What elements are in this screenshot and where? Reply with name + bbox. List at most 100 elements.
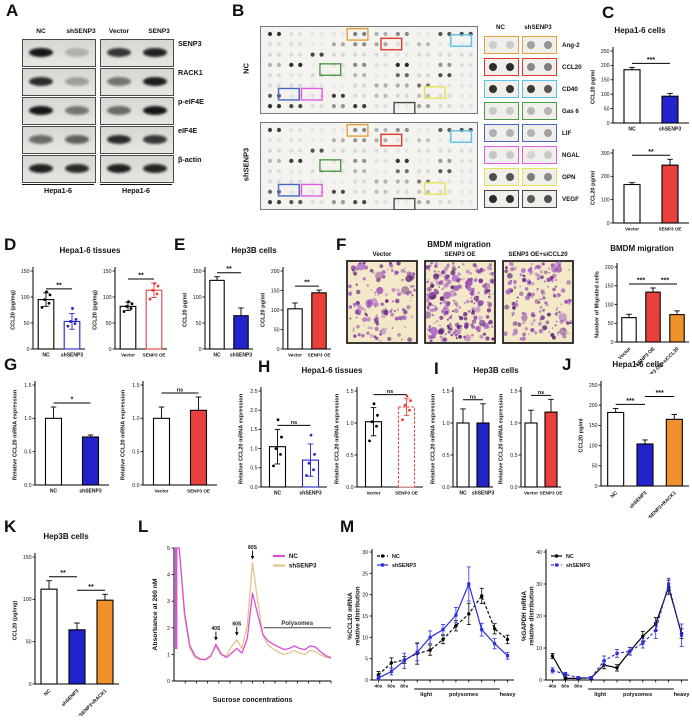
bar-chart-body: 0.0 0.5 1.0 1.5 Relative CCL20 mRNA expressi… bbox=[335, 387, 423, 496]
svg-text:***: *** bbox=[637, 278, 645, 285]
svg-text:0.5: 0.5 bbox=[346, 453, 353, 459]
chart-e-right: 0 50 100 150 200 CCL20 pg/ml Vector SENP3 OE ** bbox=[261, 267, 331, 358]
svg-text:100: 100 bbox=[605, 302, 614, 308]
highlight-box-LIF bbox=[277, 87, 300, 101]
svg-text:Polysomes: Polysomes bbox=[281, 621, 313, 627]
svg-text:0: 0 bbox=[199, 347, 202, 353]
legend-dot bbox=[505, 195, 514, 203]
blot-box bbox=[22, 39, 96, 67]
protein-label: SENP3 bbox=[178, 39, 202, 48]
svg-text:1.5: 1.5 bbox=[132, 383, 139, 389]
legend-dot bbox=[527, 173, 536, 181]
svg-text:2.5: 2.5 bbox=[250, 389, 257, 395]
svg-text:250: 250 bbox=[589, 383, 598, 389]
bar-chart-body: 0 50 100 150 200 250 CCL20 pg/ml NC shSENP3shSEN… bbox=[579, 381, 689, 518]
svg-text:30: 30 bbox=[536, 582, 542, 588]
svg-text:***: *** bbox=[626, 398, 634, 405]
legend-dot bbox=[489, 41, 498, 49]
highlight-box-NGAL bbox=[300, 183, 323, 197]
svg-text:0: 0 bbox=[607, 121, 610, 127]
svg-text:0: 0 bbox=[29, 682, 32, 688]
svg-text:1: 1 bbox=[167, 652, 170, 658]
svg-text:ns: ns bbox=[538, 390, 544, 396]
svg-text:0: 0 bbox=[109, 347, 112, 353]
svg-text:polysomes: polysomes bbox=[623, 692, 652, 698]
chart-h-left: 0.0 0.5 1.0 1.5 2.0 2.5 Relative CCL20 mRNA ex… bbox=[239, 387, 327, 497]
svg-text:shSENP3+RACK1: shSENP3+RACK1 bbox=[644, 490, 678, 518]
svg-text:0.5: 0.5 bbox=[442, 453, 449, 459]
svg-text:**: ** bbox=[648, 149, 654, 156]
lane-label: NC bbox=[36, 28, 46, 35]
bar-chart-body: 0 50 100 150 CCL20 (pg/mg) Vector SENP3 OE ** bbox=[93, 267, 167, 358]
legend-dot bbox=[505, 85, 514, 93]
svg-text:NC: NC bbox=[42, 353, 50, 359]
svg-text:0.0: 0.0 bbox=[442, 485, 449, 491]
svg-text:SENP3 OE: SENP3 OE bbox=[308, 353, 331, 358]
svg-text:SENP3 OE: SENP3 OE bbox=[395, 491, 418, 496]
svg-text:SENP3 OE: SENP3 OE bbox=[540, 491, 563, 496]
legend-dot bbox=[489, 129, 498, 137]
svg-text:1.0: 1.0 bbox=[250, 446, 257, 452]
migration-image-senp3oe bbox=[424, 260, 496, 344]
svg-text:shSENP3: shSENP3 bbox=[299, 491, 321, 497]
panel-e-title: Hep3B cells bbox=[231, 246, 277, 255]
svg-text:ns: ns bbox=[387, 389, 393, 395]
svg-text:CCL20 (pg/mg): CCL20 (pg/mg) bbox=[11, 290, 17, 330]
highlight-box-CD40 bbox=[450, 130, 473, 143]
svg-text:NC: NC bbox=[274, 491, 282, 497]
lane-label: Vector bbox=[108, 28, 130, 35]
svg-text:Number of Migrated cells: Number of Migrated cells bbox=[595, 271, 601, 338]
protein-label: p-eIF4E bbox=[178, 97, 204, 106]
svg-text:50: 50 bbox=[24, 321, 30, 327]
svg-text:Relative CCL20 mRNA expression: Relative CCL20 mRNA expression bbox=[121, 389, 127, 480]
highlight-box-OPN bbox=[423, 182, 446, 195]
svg-text:150: 150 bbox=[103, 269, 112, 275]
panel-f-letter: F bbox=[336, 235, 347, 254]
svg-text:Relative CCL20 mRNA expression: Relative CCL20 mRNA expression bbox=[335, 393, 341, 484]
blot-box bbox=[100, 68, 174, 96]
svg-text:1.5: 1.5 bbox=[442, 389, 449, 395]
svg-text:NC: NC bbox=[392, 554, 400, 560]
blot-box bbox=[22, 155, 96, 183]
svg-text:50: 50 bbox=[106, 321, 112, 327]
svg-text:Vector: Vector bbox=[524, 491, 538, 496]
svg-text:100: 100 bbox=[103, 295, 112, 301]
legend-label: Gas 6 bbox=[562, 107, 579, 115]
panel-j-title: Hepa1-6 cells bbox=[612, 360, 664, 369]
blot-box bbox=[100, 126, 174, 154]
svg-text:2.0: 2.0 bbox=[250, 408, 257, 414]
svg-text:150: 150 bbox=[271, 288, 280, 294]
dist-series-NC bbox=[550, 579, 684, 681]
svg-text:NC: NC bbox=[628, 127, 636, 133]
svg-text:1.5: 1.5 bbox=[24, 383, 31, 389]
svg-text:shSENP3: shSENP3 bbox=[472, 491, 494, 497]
svg-text:Relative CCL20 mRNA expression: Relative CCL20 mRNA expression bbox=[499, 393, 505, 484]
chart-d-left: 0 50 100 150 CCL20 (pg/mg) NC shSENP3 ** bbox=[11, 267, 85, 359]
svg-text:SENP3 OE: SENP3 OE bbox=[634, 346, 656, 368]
legend-dot bbox=[527, 85, 536, 93]
svg-text:0: 0 bbox=[277, 347, 280, 353]
blot-box bbox=[22, 68, 96, 96]
svg-text:light: light bbox=[420, 692, 432, 698]
panel-f-chart-title: BMDM migration bbox=[610, 244, 674, 253]
bar-chart-body: 0 50 100 150 200 Number of Migrated cells Vect… bbox=[595, 263, 689, 374]
legend-row-Gas 6: Gas 6 bbox=[484, 100, 590, 122]
svg-text:***: *** bbox=[647, 57, 655, 64]
dot-array-nc bbox=[260, 26, 478, 114]
bar-chart-body: 0 50 100 150 CCL20 (pg/mg) NC shSENP3 ** bbox=[11, 267, 85, 359]
svg-text:50: 50 bbox=[196, 321, 202, 327]
svg-text:50: 50 bbox=[274, 327, 280, 333]
legend-row-NGAL: NGAL bbox=[484, 144, 590, 166]
bar-chart-body: 0.0 0.5 1.0 1.5 Relative CCL20 mRNA expressi… bbox=[431, 387, 494, 497]
legend-dot bbox=[505, 173, 514, 181]
chart-h-right: 0.0 0.5 1.0 1.5 Relative CCL20 mRNA expressi… bbox=[335, 387, 423, 496]
svg-text:Absorbance at 260 nM: Absorbance at 260 nM bbox=[152, 578, 159, 650]
svg-text:100: 100 bbox=[23, 597, 32, 603]
svg-text:***: *** bbox=[656, 390, 664, 397]
svg-text:0.0: 0.0 bbox=[510, 485, 517, 491]
svg-text:150: 150 bbox=[589, 423, 598, 429]
svg-text:CCL20 pg/ml: CCL20 pg/ml bbox=[591, 69, 597, 104]
svg-text:2: 2 bbox=[167, 626, 170, 632]
svg-text:NC: NC bbox=[459, 491, 467, 497]
highlight-box-Gas 6 bbox=[319, 63, 342, 76]
